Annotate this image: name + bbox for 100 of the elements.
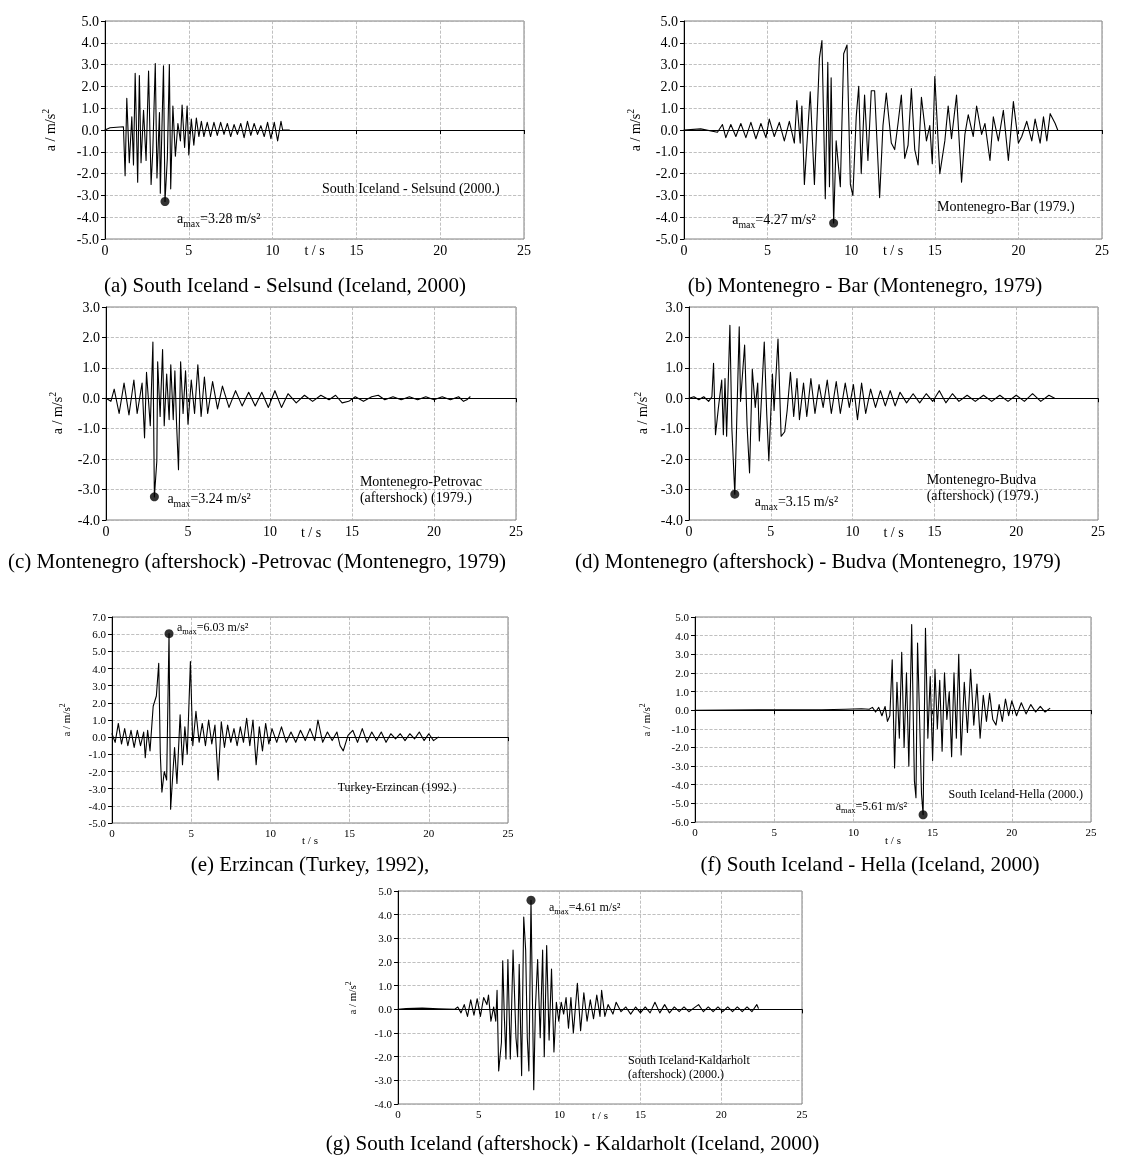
- y-tick-label: 1.0: [82, 360, 100, 376]
- x-tick-label: 10: [847, 825, 860, 838]
- y-tick-label: -2.0: [660, 451, 683, 467]
- text: (c) Montenegro (aftershock) -Petrovac (Montenegro, 1979): [8, 548, 507, 575]
- x-tick-label: 20: [433, 242, 448, 258]
- y-tick-label: -1.0: [660, 421, 683, 437]
- y-tick-label: -1.0: [655, 144, 678, 160]
- y-tick-label: 1.0: [660, 100, 678, 116]
- y-tick-label: 1.0: [92, 714, 107, 726]
- x-tick-label: 5: [185, 242, 193, 258]
- x-tick-label: 20: [427, 523, 441, 539]
- y-tick-label: 4.0: [92, 662, 107, 675]
- x-tick-label: 20: [423, 826, 435, 839]
- y-tick-label: 4.0: [81, 35, 99, 51]
- x-tick-label: 10: [265, 242, 280, 258]
- y-tick-label: -3.0: [88, 782, 107, 795]
- x-tick-label: 15: [634, 1107, 647, 1120]
- annotation: Montenegro-Budva (aftershock) (1979.): [926, 471, 1040, 504]
- x-axis-title: t / s: [302, 833, 318, 847]
- y-tick-label: 3.0: [92, 679, 107, 692]
- y-tick-label: -4.0: [88, 799, 107, 812]
- y-tick-label: 3.0: [675, 648, 690, 661]
- x-axis-title: t / s: [592, 1108, 608, 1122]
- annotation: South Iceland-Kaldarholt (aftershock) (2000.): [628, 1052, 751, 1082]
- x-tick-label: 0: [395, 1107, 402, 1120]
- x-tick-label: 5: [188, 826, 195, 839]
- y-tick-label: 0.0: [665, 390, 683, 406]
- y-tick-label: -1.0: [671, 722, 690, 735]
- y-tick-label: -2.0: [655, 166, 678, 182]
- text: (a) South Iceland - Selsund (Iceland, 2000): [102, 272, 468, 299]
- x-tick-label: 20: [1011, 242, 1026, 258]
- x-tick-label: 25: [1085, 825, 1097, 838]
- x-tick-label: 5: [764, 242, 772, 258]
- annotation: a$_{max}$=3.24 m/s²: [167, 490, 251, 509]
- x-tick-label: 25: [1095, 242, 1109, 258]
- x-tick-label: 5: [771, 825, 778, 838]
- x-tick-label: 10: [263, 523, 277, 539]
- y-tick-label: 2.0: [81, 78, 99, 94]
- y-tick-label: -2.0: [374, 1050, 393, 1063]
- annotation: Montenegro-Petrovac (aftershock) (1979.): [359, 473, 483, 507]
- x-tick-label: 25: [517, 242, 531, 258]
- text: (e) Erzincan (Turkey, 1992),: [189, 851, 431, 878]
- y-tick-label: 3.0: [81, 57, 99, 73]
- y-tick-label: -3.0: [671, 760, 690, 773]
- y-tick-label: -3.0: [374, 1074, 393, 1087]
- y-tick-label: 0.0: [82, 390, 100, 406]
- y-tick-label: -3.0: [76, 187, 99, 203]
- y-tick-label: 2.0: [665, 329, 683, 345]
- x-tick-label: 20: [1009, 523, 1024, 539]
- y-tick-label: -2.0: [76, 166, 99, 182]
- x-tick-label: 15: [927, 242, 942, 258]
- y-tick-label: 0.0: [378, 1003, 393, 1016]
- annotation: Montenegro-Bar (1979.): [937, 199, 1075, 216]
- x-tick-label: 25: [1091, 523, 1105, 539]
- annotation: a$_{max}$=3.15 m/s²: [754, 494, 839, 512]
- y-tick-label: 2.0: [92, 696, 107, 709]
- y-tick-label: 5.0: [675, 611, 690, 623]
- x-tick-label: 0: [109, 826, 116, 839]
- x-tick-label: 5: [184, 523, 192, 539]
- x-tick-label: 0: [685, 523, 693, 539]
- text: (b) Montenegro - Bar (Montenegro, 1979): [686, 272, 1044, 299]
- y-tick-label: -5.0: [671, 797, 690, 810]
- y-tick-label: 1.0: [675, 685, 690, 698]
- x-tick-label: 10: [554, 1107, 566, 1120]
- y-tick-label: 5.0: [92, 645, 107, 658]
- y-tick-label: 2.0: [82, 329, 100, 345]
- y-tick-label: 3.0: [660, 57, 678, 73]
- annotation: a$_{max}$=5.61 m/s²: [835, 798, 908, 816]
- y-tick-label: 6.0: [92, 628, 107, 641]
- annotation: a$_{max}$=3.28 m/s²: [177, 210, 261, 229]
- y-tick-label: 3.0: [82, 299, 100, 315]
- y-tick-label: 1.0: [81, 100, 99, 116]
- x-tick-label: 15: [345, 523, 359, 539]
- y-tick-label: -4.0: [671, 778, 690, 791]
- y-tick-label: 4.0: [378, 908, 393, 921]
- y-tick-label: 5.0: [660, 13, 678, 29]
- x-tick-label: 25: [509, 523, 523, 539]
- x-axis-title: t / s: [883, 524, 904, 542]
- y-tick-label: -3.0: [660, 482, 683, 498]
- x-tick-label: 0: [680, 242, 688, 258]
- x-tick-label: 15: [927, 523, 942, 539]
- y-tick-label: -4.0: [660, 512, 683, 528]
- y-tick-label: -5.0: [76, 231, 99, 247]
- y-tick-label: 3.0: [378, 932, 393, 945]
- x-tick-label: 15: [927, 825, 939, 838]
- y-tick-label: 7.0: [92, 611, 107, 623]
- y-tick-label: -1.0: [88, 748, 107, 761]
- y-tick-label: 3.0: [665, 299, 683, 315]
- x-tick-label: 0: [692, 825, 699, 838]
- x-tick-label: 5: [476, 1107, 483, 1120]
- y-tick-label: -6.0: [671, 816, 690, 828]
- x-tick-label: 25: [796, 1107, 808, 1120]
- x-axis-title: t / s: [882, 242, 904, 260]
- y-tick-label: 5.0: [81, 13, 99, 29]
- y-tick-label: -4.0: [76, 209, 99, 225]
- y-tick-label: 4.0: [660, 35, 678, 51]
- y-tick-label: 0.0: [81, 122, 99, 138]
- y-tick-label: -2.0: [88, 765, 107, 778]
- x-axis-title: t / s: [304, 242, 325, 260]
- x-tick-label: 20: [1006, 825, 1018, 838]
